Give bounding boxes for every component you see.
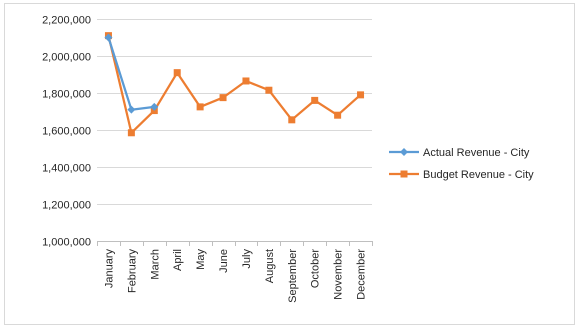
- series-lines: [104, 32, 365, 137]
- x-axis-tick-labels: January February March April May June July Augu…: [103, 249, 367, 303]
- data-point: [104, 33, 113, 42]
- x-tick-label: August: [264, 249, 276, 283]
- axes: [97, 241, 373, 246]
- x-tick-label: June: [218, 249, 230, 273]
- x-tick-label: February: [126, 249, 138, 294]
- y-tick-label: 1,800,000: [42, 89, 91, 101]
- y-tick-label: 2,200,000: [42, 15, 91, 27]
- data-point: [150, 102, 159, 111]
- x-tick-label: April: [172, 249, 184, 271]
- data-point: [334, 111, 342, 119]
- gridlines: [97, 19, 372, 205]
- series-1: [104, 32, 365, 137]
- data-point: [196, 103, 204, 111]
- data-point: [219, 94, 227, 102]
- y-axis-tick-labels: 1,000,000 1,200,000 1,400,000 1,600,000 1,80…: [42, 15, 91, 249]
- series-line: [107, 35, 362, 134]
- y-tick-label: 1,200,000: [42, 200, 91, 212]
- legend-marker: [400, 148, 408, 156]
- x-tick-label: May: [195, 249, 207, 270]
- x-tick-label: December: [356, 249, 368, 300]
- legend-label: Actual Revenue - City: [423, 147, 530, 159]
- legend: Actual Revenue - City Budget Revenue - Ci…: [389, 147, 534, 181]
- data-point: [288, 116, 296, 124]
- y-tick-label: 1,400,000: [42, 163, 91, 175]
- x-tick-label: January: [103, 249, 115, 289]
- data-point: [265, 86, 273, 94]
- data-point: [242, 77, 250, 85]
- legend-label: Budget Revenue - City: [423, 169, 534, 181]
- y-tick-label: 1,600,000: [42, 126, 91, 138]
- y-tick-label: 1,000,000: [42, 237, 91, 249]
- series-line: [107, 37, 155, 111]
- data-point: [357, 91, 365, 99]
- data-point: [127, 129, 135, 137]
- x-tick-label: July: [241, 249, 253, 269]
- legend-item: Actual Revenue - City: [389, 147, 530, 159]
- y-tick-label: 2,000,000: [42, 52, 91, 64]
- legend-marker: [400, 170, 408, 178]
- x-tick-label: March: [149, 249, 161, 280]
- x-tick-label: October: [310, 249, 322, 288]
- x-tick-label: September: [287, 249, 299, 303]
- data-point: [127, 105, 136, 114]
- data-point: [311, 96, 319, 104]
- series-0: [104, 33, 159, 114]
- x-tick-label: November: [333, 249, 345, 300]
- data-point: [173, 69, 181, 77]
- legend-item: Budget Revenue - City: [389, 169, 534, 181]
